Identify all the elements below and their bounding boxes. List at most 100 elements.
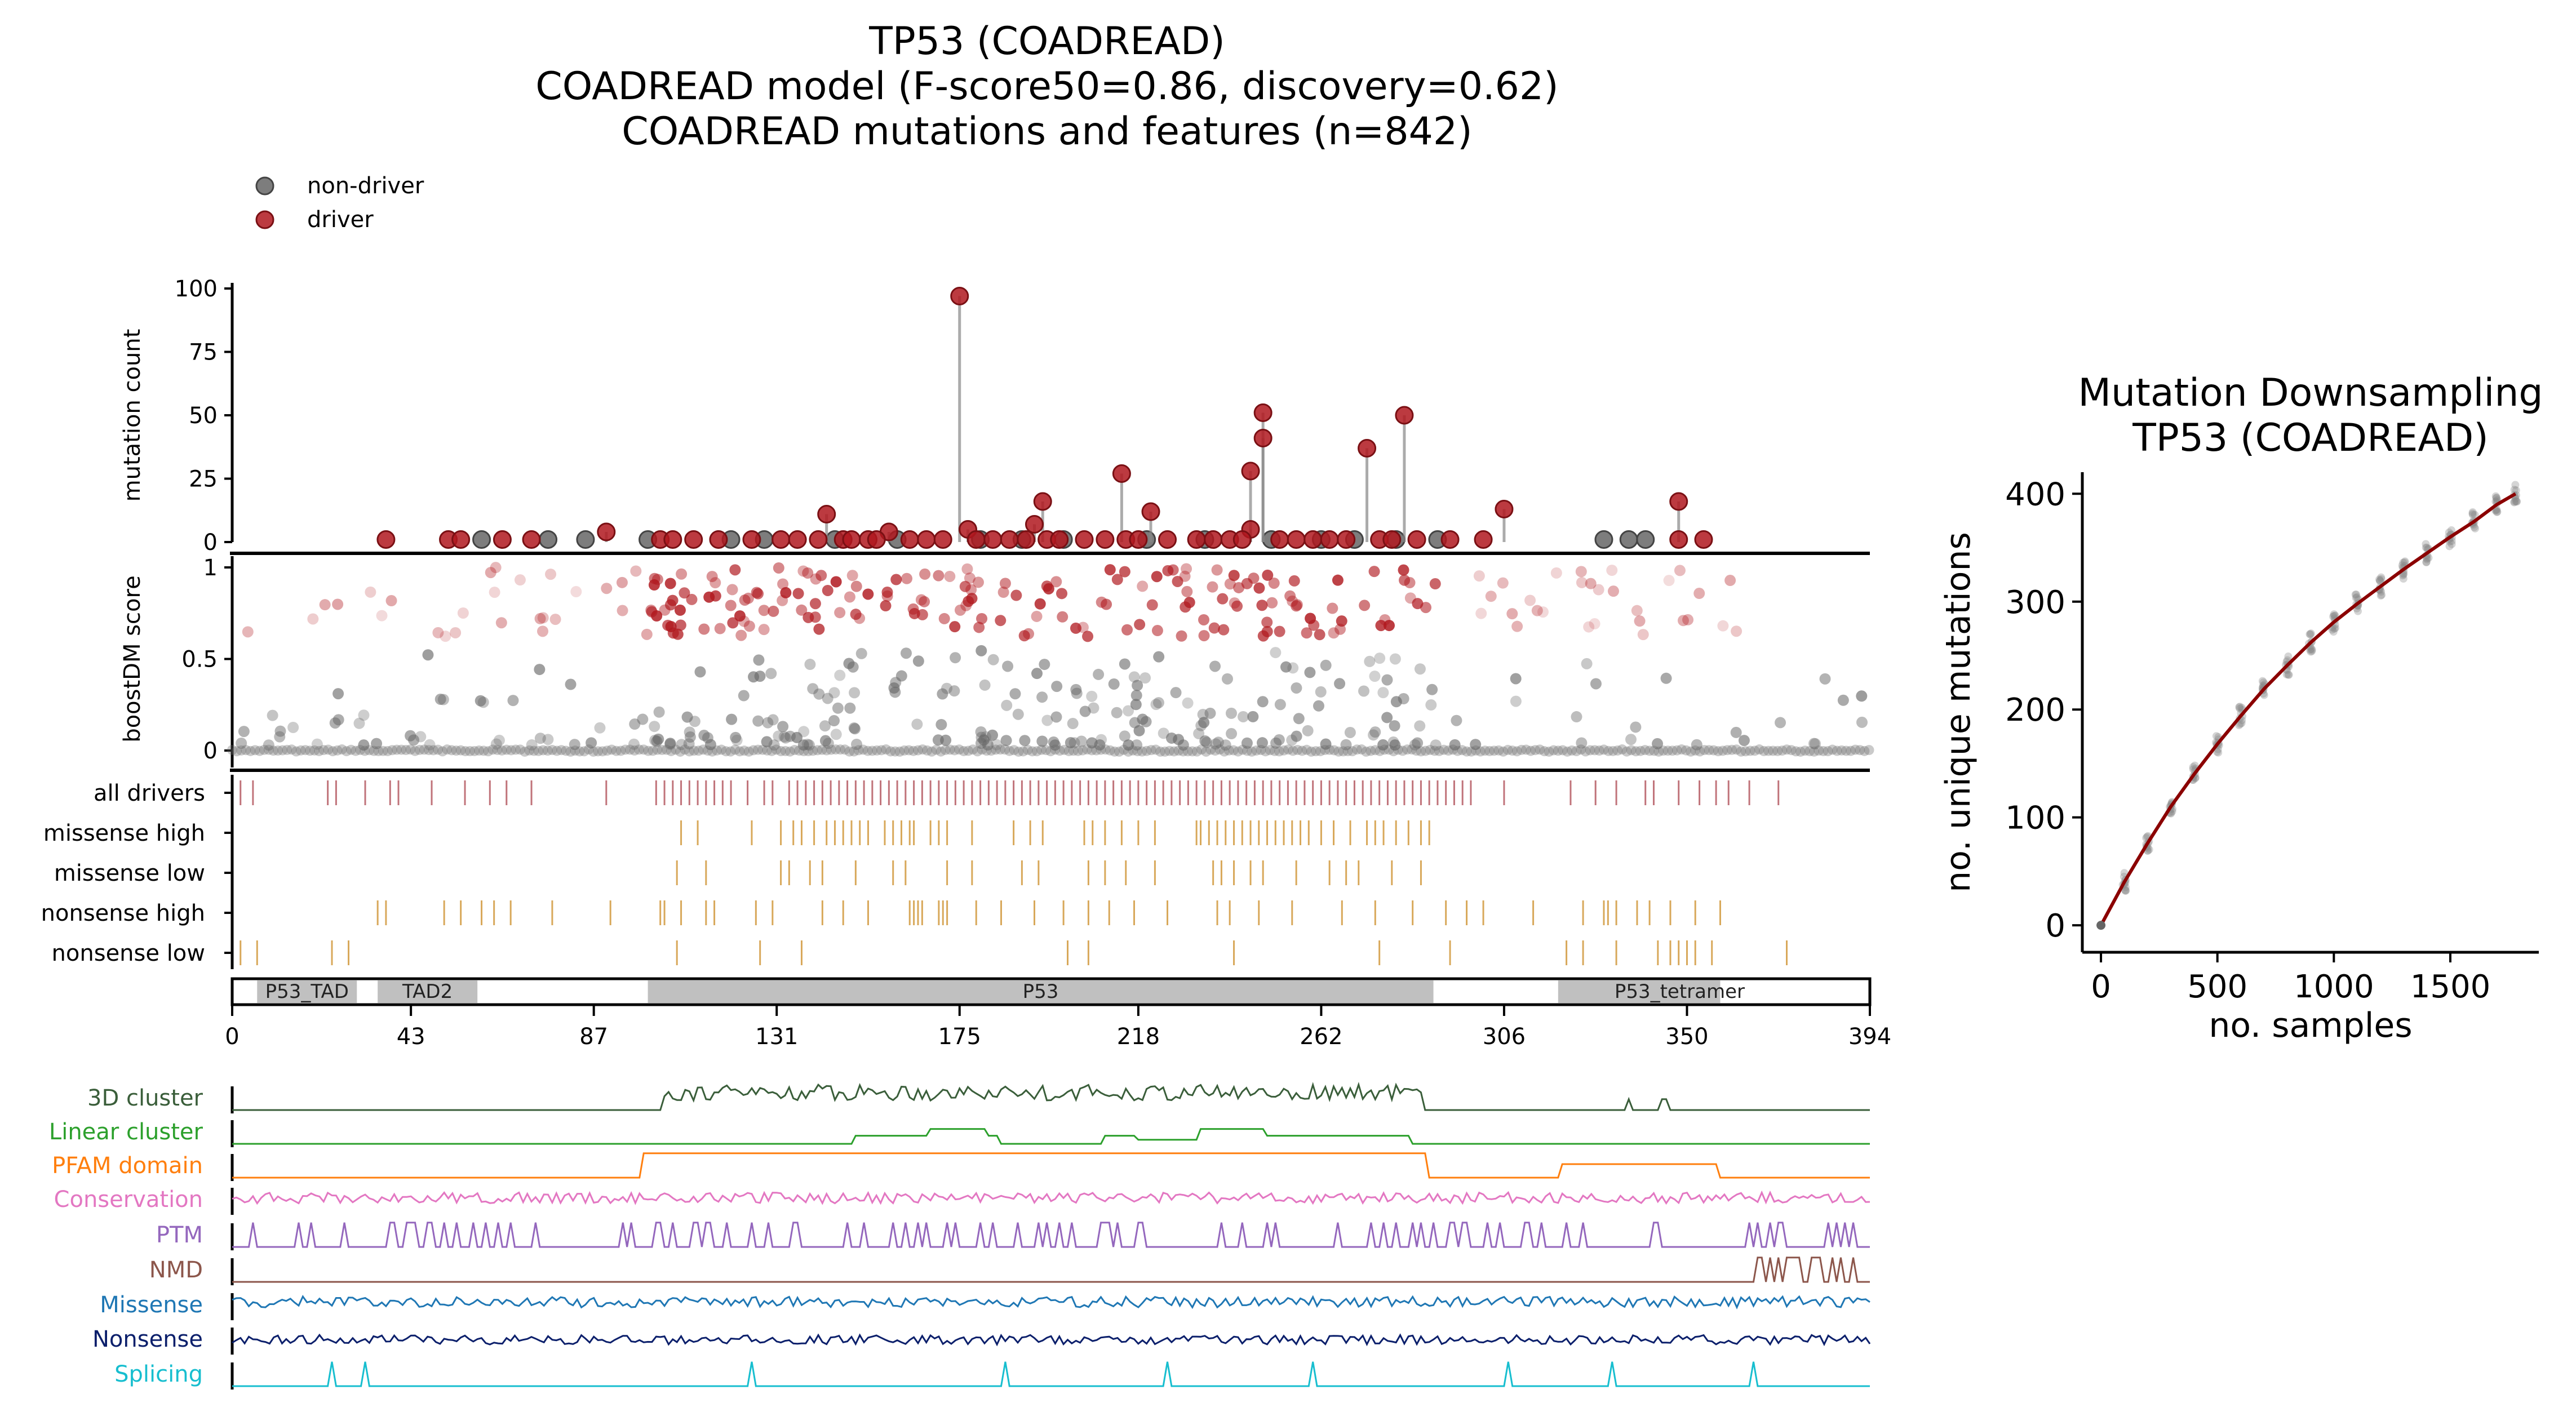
score-point-nondriver — [1389, 739, 1401, 751]
score-point-driver — [1473, 570, 1485, 582]
score-point-nondriver — [968, 744, 978, 755]
score-point-driver — [901, 572, 913, 584]
score-point-driver — [1121, 624, 1133, 636]
score-point-nondriver — [844, 702, 856, 714]
score-point-driver — [672, 628, 684, 640]
score-point-nondriver — [358, 739, 370, 751]
score-point-nondriver — [1000, 735, 1012, 747]
score-point-nondriver — [574, 746, 585, 757]
ds-sample-point — [2492, 494, 2500, 503]
score-point-nondriver — [819, 735, 831, 747]
score-point-nondriver — [351, 745, 361, 756]
score-point-nondriver — [1461, 746, 1472, 757]
ds-sample-point — [2305, 646, 2314, 654]
ds-sample-point — [2492, 494, 2500, 502]
score-point-nondriver — [931, 744, 942, 755]
score-point-driver — [1420, 602, 1432, 614]
ds-xlabel: no. samples — [2209, 1006, 2412, 1045]
score-point-driver — [890, 574, 902, 585]
score-point-nondriver — [987, 729, 999, 741]
driver-needle-head — [1112, 464, 1131, 483]
score-point-nondriver — [1242, 745, 1253, 756]
title-line-2: COADREAD model (F-score50=0.86, discover… — [535, 64, 1558, 109]
score-point-nondriver — [885, 746, 896, 757]
score-point-driver — [727, 617, 739, 629]
score-point-nondriver — [1630, 721, 1642, 733]
ds-origin-point — [2096, 921, 2106, 930]
domain-label: P53_tetramer — [1615, 980, 1745, 1003]
score-point-nondriver — [1105, 745, 1115, 756]
score-point-driver — [773, 562, 784, 574]
score-point-nondriver — [1201, 736, 1213, 748]
score-point-nondriver — [1170, 687, 1182, 699]
score-point-nondriver — [1286, 734, 1298, 746]
score-point-nondriver — [1790, 746, 1801, 757]
score-point-nondriver — [1364, 655, 1376, 667]
score-point-driver — [1305, 612, 1316, 624]
feature-label: 3D cluster — [87, 1085, 203, 1111]
score-point-driver — [1288, 575, 1300, 587]
score-point-nondriver — [853, 745, 864, 756]
domain-p53 — [648, 980, 1434, 1003]
score-point-driver — [880, 600, 892, 612]
ds-sample-point — [2351, 591, 2360, 599]
score-point-driver — [964, 572, 976, 584]
score-point-nondriver — [912, 745, 923, 756]
ds-sample-point — [2399, 558, 2407, 567]
ds-sample-point — [2236, 704, 2244, 713]
score-point-nondriver — [263, 744, 274, 755]
score-point-driver — [1327, 602, 1338, 614]
score-point-nondriver — [1425, 744, 1435, 755]
score-point-nondriver — [483, 746, 494, 757]
score-point-driver — [780, 587, 792, 598]
score-point-nondriver — [1667, 745, 1678, 756]
score-point-nondriver — [1850, 744, 1861, 755]
score-point-nondriver — [1210, 745, 1221, 756]
score-point-nondriver — [1013, 746, 1024, 757]
legend: non-driver driver — [255, 173, 424, 233]
score-point-driver — [679, 587, 690, 599]
score-point-driver — [1266, 597, 1278, 609]
score-point-nondriver — [900, 647, 912, 659]
score-point-nondriver — [1425, 699, 1437, 711]
ds-sample-point — [2306, 630, 2315, 638]
driver-needle-head — [1382, 530, 1402, 549]
score-point-nondriver — [1804, 746, 1815, 757]
score-point-nondriver — [1397, 745, 1408, 756]
feature-tracks: 3D cluster Linear cluster PFAM domain Conse… — [49, 1081, 1871, 1390]
score-point-nondriver — [295, 745, 306, 756]
score-point-driver — [1511, 620, 1523, 632]
score-point-nondriver — [1059, 744, 1070, 755]
score-point-nondriver — [382, 745, 393, 756]
ds-sample-point — [2235, 703, 2244, 712]
score-point-nondriver — [1708, 745, 1719, 756]
score-point-nondriver — [1199, 735, 1211, 747]
score-point-nondriver — [1306, 746, 1316, 757]
driver-needle-head — [1204, 530, 1223, 549]
score-point-nondriver — [1226, 728, 1238, 740]
ds-sample-point — [2236, 720, 2245, 728]
driver-needle-head — [1669, 492, 1688, 511]
score-point-nondriver — [1671, 745, 1682, 756]
score-point-nondriver — [378, 745, 388, 756]
score-point-driver — [617, 605, 628, 616]
score-point-nondriver — [753, 744, 764, 755]
score-point-nondriver — [789, 745, 800, 756]
score-point-nondriver — [336, 744, 347, 755]
score-point-driver — [1663, 575, 1675, 587]
score-point-driver — [1607, 585, 1619, 597]
score-point-driver — [537, 612, 549, 624]
score-point-nondriver — [451, 745, 462, 756]
score-point-nondriver — [1819, 673, 1831, 685]
score-point-driver — [1077, 622, 1089, 633]
score-point-nondriver — [1338, 746, 1349, 757]
score-point-nondriver — [1050, 711, 1062, 723]
ds-sample-point — [2493, 508, 2502, 516]
score-point-nondriver — [765, 668, 777, 680]
score-point-driver — [919, 568, 931, 580]
score-point-nondriver — [415, 731, 427, 743]
score-point-nondriver — [1123, 705, 1134, 717]
ds-sample-point — [2468, 508, 2477, 516]
score-point-nondriver — [422, 649, 434, 661]
ds-sample-point — [2259, 678, 2268, 686]
